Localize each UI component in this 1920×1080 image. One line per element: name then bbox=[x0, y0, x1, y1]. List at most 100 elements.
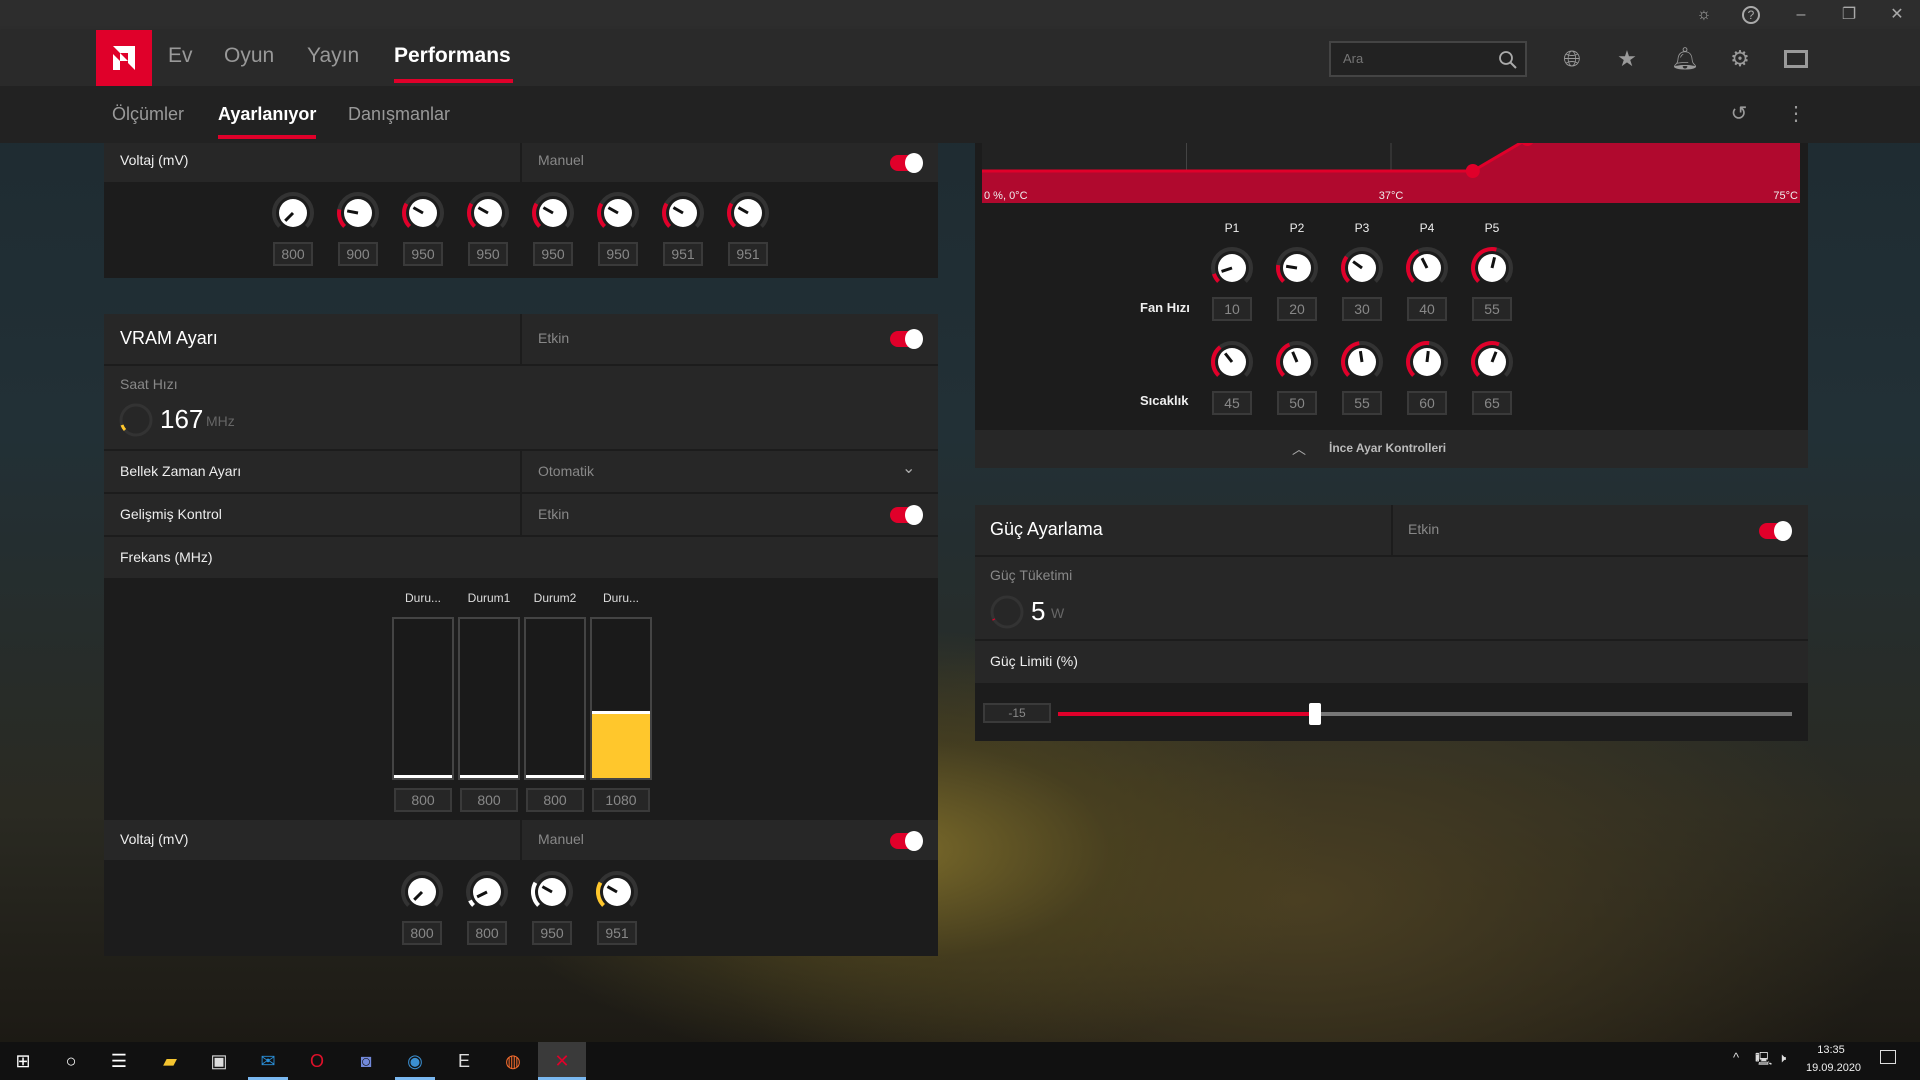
gpu-voltage-knob[interactable] bbox=[531, 191, 575, 235]
discord-icon[interactable]: ◙ bbox=[360, 1051, 372, 1071]
fan-curve-chart[interactable]: 0 %, 0°C 37°C 75°C bbox=[982, 143, 1800, 203]
search-icon[interactable] bbox=[1499, 51, 1517, 69]
vram-voltage-knob[interactable] bbox=[400, 870, 444, 914]
vram-voltage-knob[interactable] bbox=[465, 870, 509, 914]
bell-icon[interactable]: 🔔︎ bbox=[1671, 46, 1699, 71]
fine-tune-label[interactable]: İnce Ayar Kontrolleri bbox=[1329, 441, 1447, 455]
fine-tune-toggle[interactable] bbox=[975, 430, 1808, 468]
epic-games-icon[interactable]: E bbox=[457, 1051, 470, 1071]
gpu-voltage-value[interactable]: 950 bbox=[533, 242, 573, 266]
gpu-voltage-knob[interactable] bbox=[596, 191, 640, 235]
mail-icon[interactable]: ✉ bbox=[260, 1051, 276, 1071]
frequency-state-bar[interactable] bbox=[590, 617, 652, 780]
fan-speed-knob[interactable] bbox=[1340, 246, 1384, 290]
gpu-voltage-toggle[interactable] bbox=[890, 153, 923, 173]
volume-icon[interactable]: 🕨︎ bbox=[1778, 1050, 1787, 1065]
temperature-knob[interactable] bbox=[1275, 340, 1319, 384]
vram-voltage-value[interactable]: 951 bbox=[597, 921, 637, 945]
store-icon[interactable]: ▣ bbox=[210, 1051, 228, 1071]
power-limit-slider-thumb[interactable] bbox=[1308, 703, 1321, 725]
clock-date[interactable]: 19.09.2020 bbox=[1806, 1062, 1862, 1074]
temperature-knob[interactable] bbox=[1210, 340, 1254, 384]
vram-voltage-knob[interactable] bbox=[595, 870, 639, 914]
frequency-state-bar[interactable] bbox=[392, 617, 454, 780]
vram-toggle[interactable] bbox=[890, 329, 923, 349]
steam-icon[interactable]: ◉ bbox=[407, 1051, 423, 1071]
fan-speed-knob[interactable] bbox=[1275, 246, 1319, 290]
network-icon[interactable]: 🖳︎ bbox=[1755, 1051, 1773, 1066]
task-view-icon[interactable]: ☰ bbox=[110, 1051, 128, 1071]
power-limit-slider[interactable] bbox=[1058, 712, 1792, 716]
nav-performans[interactable]: Performans bbox=[394, 44, 511, 67]
fan-speed-value[interactable]: 20 bbox=[1277, 297, 1317, 321]
minimize-icon[interactable]: – bbox=[1796, 6, 1806, 23]
timing-value[interactable]: Otomatik bbox=[538, 463, 595, 479]
sidebar-exit-icon[interactable] bbox=[1784, 50, 1808, 68]
notifications-icon[interactable] bbox=[1880, 1050, 1896, 1064]
tab-ayarlaniyor[interactable]: Ayarlanıyor bbox=[218, 104, 317, 124]
opera-icon[interactable]: O bbox=[309, 1051, 324, 1071]
gear-icon[interactable]: ⚙ bbox=[1730, 46, 1750, 71]
fan-speed-value[interactable]: 10 bbox=[1212, 297, 1252, 321]
tab-olcumler[interactable]: Ölçümler bbox=[112, 104, 185, 124]
power-toggle[interactable] bbox=[1759, 521, 1792, 541]
advanced-toggle[interactable] bbox=[890, 505, 923, 525]
windows-start-icon[interactable]: ⊞ bbox=[15, 1051, 31, 1071]
temperature-value[interactable]: 65 bbox=[1472, 391, 1512, 415]
fan-speed-knob[interactable] bbox=[1210, 246, 1254, 290]
amd-logo[interactable] bbox=[96, 30, 152, 86]
fan-speed-value[interactable]: 40 bbox=[1407, 297, 1447, 321]
gpu-voltage-value[interactable]: 950 bbox=[598, 242, 638, 266]
temperature-value[interactable]: 50 bbox=[1277, 391, 1317, 415]
gpu-voltage-knob[interactable] bbox=[726, 191, 770, 235]
frequency-state-value[interactable]: 800 bbox=[526, 788, 584, 812]
chevron-down-icon[interactable]: ⌄ bbox=[902, 460, 916, 477]
gpu-voltage-knob[interactable] bbox=[401, 191, 445, 235]
vram-voltage-value[interactable]: 800 bbox=[467, 921, 507, 945]
bug-icon[interactable]: ☼ bbox=[1696, 6, 1712, 23]
reset-icon[interactable]: ↺ bbox=[1730, 103, 1748, 125]
globe-icon[interactable]: 🌐︎ bbox=[1563, 46, 1581, 71]
temperature-value[interactable]: 60 bbox=[1407, 391, 1447, 415]
timing-dropdown[interactable] bbox=[522, 451, 938, 492]
gpu-voltage-knob[interactable] bbox=[271, 191, 315, 235]
temperature-value[interactable]: 55 bbox=[1342, 391, 1382, 415]
chevron-up-icon[interactable]: ︿ bbox=[1292, 441, 1306, 457]
vram-voltage-value[interactable]: 950 bbox=[532, 921, 572, 945]
search-input[interactable] bbox=[1343, 51, 1493, 66]
fan-speed-value[interactable]: 55 bbox=[1472, 297, 1512, 321]
tray-chevron-icon[interactable]: ^ bbox=[1733, 1050, 1740, 1065]
frequency-state-bar[interactable] bbox=[524, 617, 586, 780]
fan-speed-value[interactable]: 30 bbox=[1342, 297, 1382, 321]
nav-oyun[interactable]: Oyun bbox=[224, 44, 275, 67]
origin-icon[interactable]: ◍ bbox=[505, 1051, 521, 1071]
nav-ev[interactable]: Ev bbox=[168, 44, 193, 67]
restore-icon[interactable]: ❐ bbox=[1841, 6, 1857, 23]
gpu-voltage-knob[interactable] bbox=[466, 191, 510, 235]
vram-voltage-value[interactable]: 800 bbox=[402, 921, 442, 945]
gpu-voltage-value[interactable]: 951 bbox=[728, 242, 768, 266]
fan-speed-knob[interactable] bbox=[1405, 246, 1449, 290]
gpu-voltage-knob[interactable] bbox=[336, 191, 380, 235]
frequency-state-value[interactable]: 800 bbox=[394, 788, 452, 812]
temperature-value[interactable]: 45 bbox=[1212, 391, 1252, 415]
search-circle-icon[interactable]: ○ bbox=[65, 1051, 77, 1071]
temperature-knob[interactable] bbox=[1340, 340, 1384, 384]
star-icon[interactable]: ★ bbox=[1617, 46, 1637, 71]
vram-voltage-toggle[interactable] bbox=[890, 831, 923, 851]
gpu-voltage-value[interactable]: 950 bbox=[403, 242, 443, 266]
file-explorer-icon[interactable]: ▰ bbox=[163, 1051, 177, 1071]
vram-voltage-knob[interactable] bbox=[530, 870, 574, 914]
power-limit-input[interactable]: -15 bbox=[983, 703, 1051, 723]
fan-speed-knob[interactable] bbox=[1470, 246, 1514, 290]
more-options-icon[interactable]: ⋮ bbox=[1786, 103, 1806, 125]
gpu-voltage-value[interactable]: 900 bbox=[338, 242, 378, 266]
tab-danismanlar[interactable]: Danışmanlar bbox=[348, 104, 451, 124]
temperature-knob[interactable] bbox=[1470, 340, 1514, 384]
frequency-state-value[interactable]: 800 bbox=[460, 788, 518, 812]
gpu-voltage-knob[interactable] bbox=[661, 191, 705, 235]
amd-radeon-icon[interactable]: ✕ bbox=[538, 1042, 586, 1080]
frequency-state-value[interactable]: 1080 bbox=[592, 788, 650, 812]
nav-yayin[interactable]: Yayın bbox=[307, 44, 360, 67]
help-icon[interactable]: ? bbox=[1742, 6, 1760, 24]
